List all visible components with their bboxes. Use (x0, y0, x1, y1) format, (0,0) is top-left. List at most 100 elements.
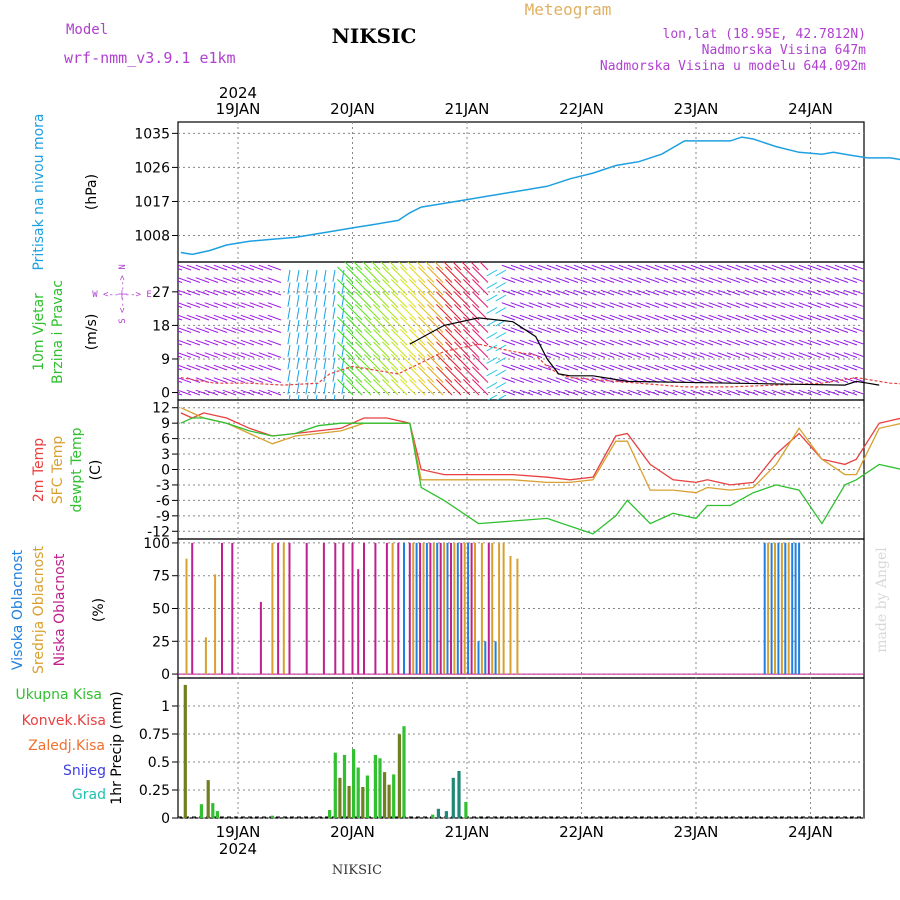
cloud-bar (436, 542, 439, 674)
precip-label-conv: Konvek.Kisa (22, 713, 106, 729)
wind-barb (600, 389, 615, 396)
wind-barb (364, 366, 381, 383)
wind-barb (323, 282, 327, 295)
wind-barb (418, 316, 435, 333)
wind-barb (204, 327, 219, 333)
wind-barb (645, 339, 660, 346)
wind-barb (443, 262, 453, 271)
wind-barb (798, 314, 813, 321)
wind-barb (564, 389, 579, 396)
wind-barb (364, 354, 381, 371)
bottom-day-tick-label: 23JAN (674, 823, 719, 841)
wind-barb (337, 316, 354, 333)
pressure-ylabel: Pritisak na nivou mora (31, 113, 47, 270)
wind-barb (834, 339, 849, 346)
wind-barb (231, 364, 246, 371)
wind-barb (249, 302, 264, 308)
model-altitude: Nadmorska Visina u modelu 644.092m (600, 59, 866, 74)
wind-barb (852, 277, 864, 283)
wind-barb (231, 302, 246, 308)
wind-tick-label: 27 (152, 285, 170, 301)
pressure-tick-label: 1017 (134, 194, 170, 210)
wind-barb (663, 302, 678, 308)
station-altitude: Nadmorska Visina 647m (702, 43, 867, 58)
wind-barb (501, 264, 516, 271)
wind-barb (618, 277, 633, 283)
wind-barb (771, 389, 786, 396)
wind-barb (744, 327, 759, 333)
wind-barb (744, 389, 759, 396)
wind-barb (582, 327, 597, 333)
wind-barb (573, 289, 588, 296)
wind-barb (618, 339, 633, 346)
wind-barb (771, 264, 786, 271)
wind-barb (816, 302, 831, 308)
wind-barb (472, 279, 489, 296)
precip-bar (378, 758, 382, 818)
precip-bar (402, 726, 406, 818)
bottom-day-tick-label: 24JAN (788, 823, 833, 841)
wind-barb (391, 316, 408, 333)
wind-barb (427, 379, 444, 396)
cloud-bar (450, 542, 452, 674)
wind-barb (582, 314, 597, 321)
wind-barb (231, 327, 246, 333)
wind-barb (463, 291, 480, 308)
wind-barb (618, 352, 633, 358)
wind-barb (600, 264, 615, 271)
wind-barb (355, 279, 372, 296)
wind-barb (222, 277, 237, 283)
wind-barb (501, 302, 516, 308)
wind-barb (843, 314, 858, 321)
wind-barb (546, 327, 561, 333)
cloud-label-low: Niska Oblacnost (52, 553, 68, 666)
wind-barb (681, 289, 696, 296)
wind-barb (627, 314, 642, 321)
wind-barb (472, 354, 489, 371)
wind-barb (267, 364, 282, 371)
wind-barb (789, 327, 804, 333)
precip-bar (451, 777, 455, 818)
wind-barb (287, 344, 291, 357)
wind-barb (346, 304, 363, 321)
wind-barb (663, 389, 678, 396)
wind-barb (454, 379, 471, 396)
wind-barb (852, 352, 864, 358)
wind-barb (240, 277, 255, 283)
wind-barb (445, 379, 462, 396)
wind-barb (798, 327, 813, 333)
wind-barb (825, 377, 840, 383)
wind-tick-label: 18 (152, 318, 170, 334)
wind-barb (807, 302, 822, 308)
wind-barb (852, 339, 864, 345)
wind-barb (771, 352, 786, 358)
wind-barb (681, 327, 696, 333)
wind-barb (618, 264, 633, 271)
cloud-bar (385, 542, 388, 674)
wind-barb (427, 266, 444, 283)
ytick-layer: 1008101710261035091827-12-9-6-3036912025… (134, 126, 178, 827)
wind-barb (391, 279, 408, 296)
wind-barb (501, 389, 516, 396)
wind-barb (843, 352, 858, 358)
wind-barb (314, 382, 318, 395)
wind-barb (699, 327, 714, 333)
wind-barb (346, 316, 363, 333)
wind-barb (323, 357, 327, 370)
wind-barb (771, 327, 786, 333)
cloud-bar (403, 542, 405, 674)
wind-barb (355, 366, 372, 383)
wind-barb (409, 366, 426, 383)
wind-barb (510, 314, 525, 321)
wind-barb (258, 264, 273, 271)
wind-barb (463, 329, 480, 346)
wind-barb (681, 264, 696, 271)
wind-barb (609, 352, 624, 358)
wind-barb (337, 329, 354, 346)
cloud-bar (780, 542, 783, 674)
wind-barb (636, 264, 651, 271)
top-day-labels: 19JAN 20JAN 21JAN 22JAN 23JAN 24JAN (216, 100, 833, 118)
wind-barb (591, 352, 606, 358)
wind-barb (753, 289, 768, 296)
wind-barb (258, 302, 273, 308)
